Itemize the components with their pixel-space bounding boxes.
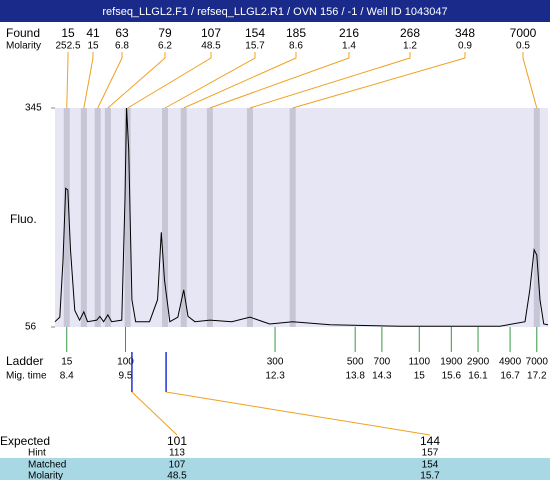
ladder-size: 7000 [526, 357, 549, 368]
peak-band [80, 108, 87, 327]
row-label: Matched [28, 460, 66, 471]
peak-connector [164, 52, 256, 109]
peak-band [124, 108, 131, 327]
peak-connector [83, 52, 94, 109]
y-label: Fluo. [10, 212, 37, 226]
ladder-size: 15 [61, 357, 73, 368]
expected-molarity: 15.7 [420, 471, 440, 480]
peak-band [533, 108, 540, 327]
mig-time-label: Mig. time [6, 371, 47, 382]
peak-band [246, 108, 253, 327]
expected-connector [166, 391, 431, 436]
ladder-size: 1900 [440, 357, 463, 368]
peak-band [289, 108, 296, 327]
ladder-time: 9.5 [119, 371, 133, 382]
expected-matched: 107 [169, 460, 186, 471]
expected-expected: 144 [420, 434, 440, 448]
found-size: 268 [400, 26, 420, 40]
ladder-time: 13.8 [345, 371, 365, 382]
found-size: 63 [115, 26, 129, 40]
expected-molarity: 48.5 [167, 471, 187, 480]
matched-band [0, 458, 550, 480]
found-molarity: 0.5 [516, 41, 530, 52]
expected-hint: 157 [422, 448, 439, 459]
found-molarity: 6.2 [158, 41, 172, 52]
found-molarity: 1.2 [403, 41, 417, 52]
ladder-time: 17.2 [527, 371, 547, 382]
ladder-size: 4900 [499, 357, 522, 368]
y-tick-label: 345 [25, 103, 42, 114]
ladder-size: 700 [374, 357, 391, 368]
expected-matched: 154 [422, 460, 439, 471]
found-size: 41 [86, 26, 100, 40]
peak-band [104, 108, 111, 327]
peak-connector [183, 52, 297, 109]
peak-band [94, 108, 101, 327]
peak-connector [249, 52, 411, 109]
ladder-size: 300 [267, 357, 284, 368]
ladder-size: 500 [347, 357, 364, 368]
plot-area [55, 108, 548, 327]
found-size: 348 [455, 26, 475, 40]
peak-band [206, 108, 213, 327]
found-molarity: 8.6 [289, 41, 303, 52]
ladder-time: 8.4 [60, 371, 74, 382]
found-label: Found [6, 26, 40, 40]
peak-connector [209, 52, 350, 109]
ladder-label: Ladder [6, 354, 43, 368]
ladder-time: 16.7 [500, 371, 520, 382]
trace [54, 107, 549, 327]
peak-band [63, 108, 70, 327]
title-bar [0, 0, 550, 22]
peak-band [162, 108, 169, 327]
ladder-size: 1100 [409, 357, 431, 368]
found-size: 216 [339, 26, 359, 40]
found-molarity: 0.9 [458, 41, 472, 52]
found-size: 7000 [510, 26, 537, 40]
found-size: 154 [245, 26, 265, 40]
found-molarity: 15 [87, 41, 99, 52]
peak-connector [97, 52, 123, 109]
peak-connector [522, 52, 538, 109]
ladder-time: 16.1 [468, 371, 488, 382]
ladder-time: 12.3 [265, 371, 285, 382]
peak-connector [66, 52, 69, 109]
row-label: Hint [28, 448, 46, 459]
expected-connector [131, 391, 178, 436]
ladder-time: 15.6 [442, 371, 462, 382]
found-molarity: 252.5 [55, 41, 80, 52]
molarity-label: Molarity [6, 41, 41, 52]
row-label: Molarity [28, 471, 63, 480]
peak-connector [107, 52, 166, 109]
peak-connector [292, 52, 466, 109]
expected-hint: 113 [169, 448, 185, 459]
expected-expected: 101 [167, 434, 187, 448]
ladder-time: 14.3 [372, 371, 392, 382]
found-molarity: 48.5 [201, 41, 221, 52]
peak-connector [127, 52, 212, 109]
ladder-time: 15 [414, 371, 426, 382]
found-size: 107 [201, 26, 221, 40]
row-label: Expected [0, 434, 50, 448]
ladder-size: 100 [117, 357, 134, 368]
title: refseq_LLGL2.F1 / refseq_LLGL2.R1 / OVN … [102, 6, 447, 18]
found-size: 79 [158, 26, 172, 40]
found-molarity: 15.7 [245, 41, 265, 52]
found-size: 15 [61, 26, 75, 40]
ladder-size: 2900 [467, 357, 490, 368]
found-molarity: 1.4 [342, 41, 356, 52]
found-size: 185 [286, 26, 306, 40]
peak-band [180, 108, 187, 327]
found-molarity: 6.8 [115, 41, 129, 52]
y-tick-label: 56 [25, 322, 37, 333]
